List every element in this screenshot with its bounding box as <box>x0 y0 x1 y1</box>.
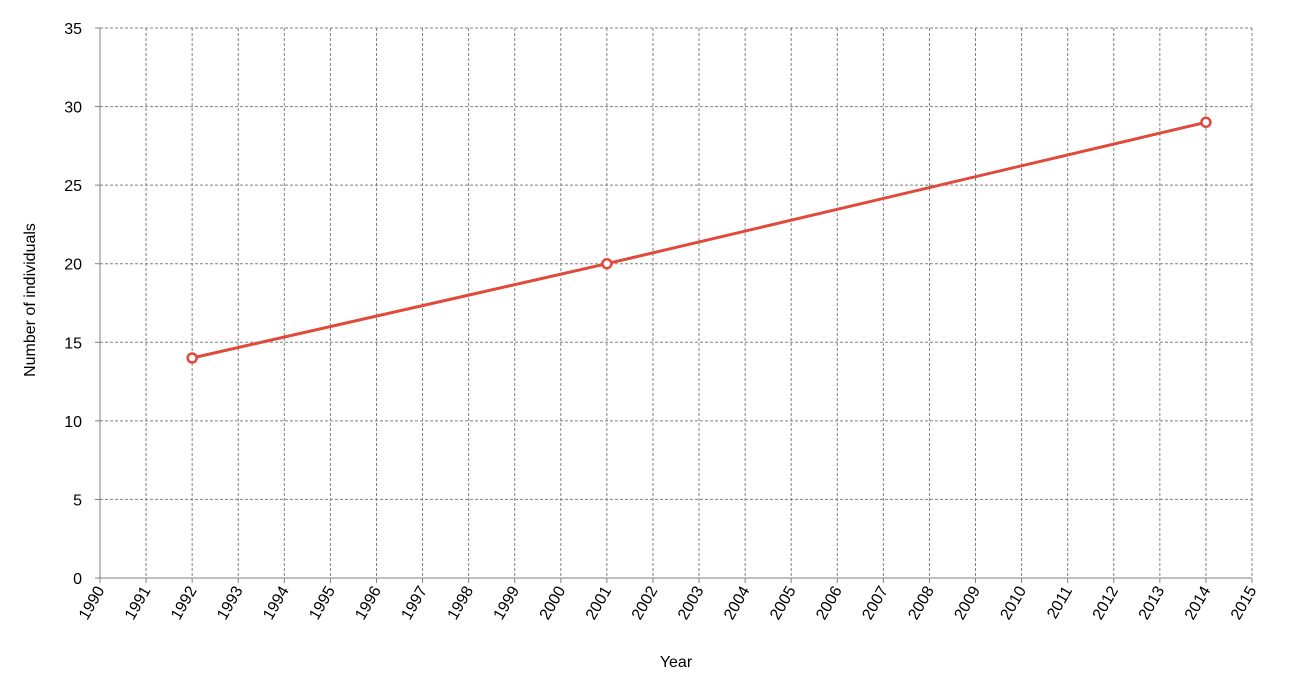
x-tick-label: 1998 <box>445 583 478 622</box>
data-point <box>186 352 198 364</box>
x-tick-label: 1990 <box>76 583 109 622</box>
x-tick-label: 1997 <box>399 583 432 622</box>
x-tick-label: 2011 <box>1044 583 1076 621</box>
x-tick-label: 1994 <box>260 583 293 622</box>
y-axis-label: Number of individuals <box>22 223 39 377</box>
y-tick-label: 10 <box>64 414 82 431</box>
x-tick-label: 1992 <box>168 583 201 622</box>
x-tick-label: 2013 <box>1136 583 1169 622</box>
x-tick-label: 2005 <box>767 583 800 622</box>
x-tick-label: 2007 <box>859 583 892 622</box>
data-point <box>601 257 613 270</box>
x-tick-label: 2001 <box>583 583 616 622</box>
x-tick-label: 2014 <box>1182 583 1215 622</box>
y-tick-label: 0 <box>73 571 82 588</box>
grid <box>100 27 1253 578</box>
tick-labels: 1990 1991 1992 1993 1994 1995 1996 1997 1998 1999… <box>64 21 1260 623</box>
x-tick-label: 2009 <box>951 583 984 622</box>
x-axis-label: Year <box>660 654 693 671</box>
x-tick-label: 2015 <box>1228 583 1261 622</box>
x-tick-label: 2010 <box>998 583 1031 622</box>
x-tick-label: 1999 <box>491 583 524 622</box>
y-tick-label: 15 <box>64 335 82 352</box>
series <box>186 116 1212 364</box>
x-tick-label: 2004 <box>721 583 754 622</box>
y-tick-label: 35 <box>64 21 82 38</box>
y-tick-label: 5 <box>73 492 82 509</box>
y-tick-label: 25 <box>64 178 82 195</box>
x-tick-label: 2000 <box>537 583 570 622</box>
x-tick-label: 1991 <box>122 583 155 622</box>
y-tick-label: 30 <box>64 100 82 117</box>
data-point <box>1200 116 1212 129</box>
x-tick-label: 1995 <box>306 583 339 622</box>
x-tick-label: 2008 <box>905 583 938 622</box>
x-tick-label: 2002 <box>629 583 662 622</box>
y-tick-label: 20 <box>64 257 82 274</box>
axes <box>95 27 1253 583</box>
x-tick-label: 1993 <box>214 583 247 622</box>
x-tick-label: 2012 <box>1090 583 1123 622</box>
x-tick-label: 1996 <box>352 583 385 622</box>
x-tick-label: 2003 <box>675 583 708 622</box>
x-tick-label: 2006 <box>813 583 846 622</box>
